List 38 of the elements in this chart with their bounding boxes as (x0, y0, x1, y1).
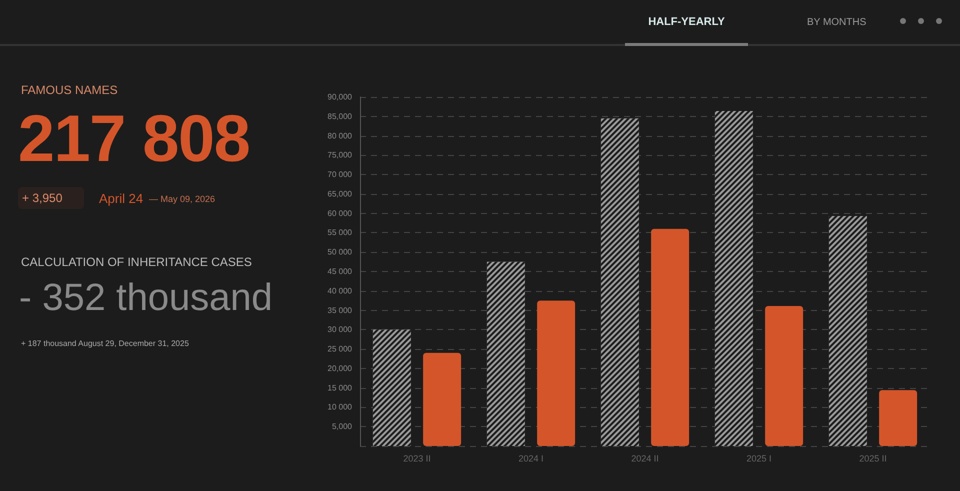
y-tick-label: 60 000 (328, 208, 353, 218)
text: 217 808 (18, 100, 250, 176)
y-tick-label: 80 000 (328, 131, 353, 140)
y-tick-label: 90,000 (328, 92, 353, 102)
y-tick-label: 5,000 (332, 422, 353, 432)
y-tick-label: 30 000 (328, 325, 353, 334)
y-tick-label: 35 000 (328, 306, 353, 315)
y-tick-label: 65,000 (328, 189, 353, 198)
bar (651, 228, 690, 446)
y-tick-label: 25 000 (328, 344, 353, 354)
y-tick-label: 55 000 (328, 228, 353, 238)
y-tick-label: 85,000 (328, 112, 353, 121)
x-tick-label: 2024 II (631, 454, 659, 464)
bar (765, 306, 804, 446)
x-tick-label: 2024 I (518, 454, 544, 464)
bar (423, 352, 462, 446)
text: HALF-YEARLY (647, 16, 726, 28)
text: BY MONTHS (807, 17, 866, 28)
y-tick-label: 70 000 (328, 170, 353, 180)
x-tick-label: 2023 II (403, 454, 431, 464)
y-tick-label: 40 000 (328, 286, 353, 296)
x-tick-label: 2025 II (859, 454, 887, 464)
text: CALCULATION OF INHERITANCE CASES (21, 255, 252, 269)
text: FAMOUS NAMES (21, 83, 118, 97)
bar (879, 390, 918, 446)
y-tick-label: 10 000 (328, 402, 353, 412)
x-tick-label: 2025 I (746, 454, 772, 464)
y-tick-label: 75,000 (328, 150, 353, 160)
y-tick-label: 15 000 (328, 383, 353, 392)
text: + 3,950 (18, 187, 84, 209)
bar (537, 300, 576, 446)
text: April 24 (99, 191, 144, 206)
text: - 352 thousand (19, 277, 273, 320)
y-tick-label: 20,000 (328, 364, 353, 373)
y-tick-label: 45 000 (328, 267, 353, 276)
text: — May 09, 2026 (149, 194, 216, 204)
text: + 187 thousand August 29, December 31, 2025 (21, 339, 189, 348)
y-tick-label: 50 000 (328, 248, 353, 257)
